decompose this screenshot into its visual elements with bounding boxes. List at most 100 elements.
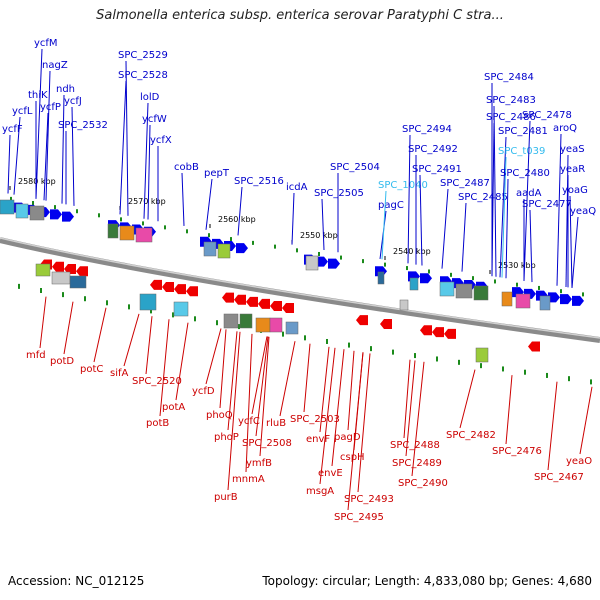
gene-leader-line: [419, 174, 423, 266]
tick-mark: [216, 320, 218, 326]
gene-label-spc-2503: SPC_2503: [290, 414, 340, 425]
genome-backbone-highlight: [0, 237, 600, 339]
gene-leader-line: [407, 134, 411, 264]
tick-mark: [238, 324, 240, 330]
gene-label-spc-2486: SPC_2486: [486, 112, 536, 123]
tick-mark: [142, 221, 144, 226]
gene-label-spc-2504: SPC_2504: [330, 162, 380, 173]
reverse-gene-arrow: [444, 328, 456, 339]
tick-mark: [282, 331, 284, 337]
tick-mark: [480, 363, 482, 369]
gene-label-spc-2477: SPC_2477: [522, 199, 572, 210]
ruler-label: 2560 kbp: [218, 215, 256, 224]
gene-leader-line: [347, 352, 364, 511]
tick-mark: [428, 269, 430, 274]
tick-mark: [106, 300, 108, 306]
gene-leader-line: [461, 202, 467, 272]
tick-mark: [98, 213, 100, 218]
tick-mark: [406, 266, 408, 271]
tick-mark: [502, 366, 504, 372]
gene-label-ycfw: ycfW: [142, 114, 167, 125]
gene-leader-line: [147, 124, 151, 220]
annotation-box: [269, 317, 283, 333]
gene-label-envf: envF: [306, 434, 330, 445]
gene-leader-line: [291, 192, 295, 245]
gene-leader-line: [411, 361, 425, 477]
gene-label-potc: potC: [80, 364, 103, 375]
gene-label-thik: thiK: [28, 90, 48, 101]
gene-leader-line: [255, 336, 269, 437]
gene-leader-line: [43, 112, 49, 201]
gene-label-spc-2492: SPC_2492: [408, 144, 458, 155]
tick-mark: [186, 229, 188, 234]
annotation-box: [539, 295, 551, 311]
gene-leader-line: [303, 343, 311, 413]
forward-gene-arrow: [316, 256, 328, 267]
gene-label-yeaq: yeaQ: [570, 206, 596, 217]
annotation-box: [475, 347, 489, 363]
tick-mark: [340, 255, 342, 260]
gene-label-pagd: pagD: [334, 432, 361, 443]
tick-mark: [362, 259, 364, 264]
gene-label-icda: icdA: [286, 182, 308, 193]
gene-label-ymfb: ymfB: [246, 458, 272, 469]
gene-leader-line: [459, 369, 476, 429]
gene-leader-line: [279, 341, 296, 417]
gene-leader-line: [405, 360, 416, 457]
gene-label-spc-2520: SPC_2520: [132, 376, 182, 387]
gene-leader-line: [63, 301, 74, 355]
gene-leader-line: [125, 60, 129, 216]
gene-label-ycfl: ycfL: [12, 106, 33, 117]
gene-label-sifa: sifA: [110, 368, 129, 379]
gene-label-spc-2490: SPC_2490: [398, 478, 448, 489]
reverse-gene-arrow: [186, 286, 198, 297]
tick-mark: [348, 342, 350, 348]
reverse-gene-arrow: [150, 279, 162, 290]
tick-mark: [318, 251, 320, 256]
annotation-box: [0, 199, 15, 215]
gene-label-spc-2484: SPC_2484: [484, 72, 534, 83]
tick-mark: [18, 283, 20, 289]
gene-label-spc-2482: SPC_2482: [446, 430, 496, 441]
gene-label-spc-2483: SPC_2483: [486, 95, 536, 106]
reverse-gene-arrow: [222, 292, 234, 303]
tick-mark: [304, 335, 306, 341]
gene-label-spc-2494: SPC_2494: [402, 124, 452, 135]
gene-label-yeao: yeaO: [566, 456, 592, 467]
gene-label-nagz: nagZ: [42, 60, 68, 71]
gene-leader-line: [123, 313, 140, 367]
reverse-gene-arrow: [432, 327, 444, 338]
gene-leader-line: [357, 353, 371, 493]
gene-label-spc-2493: SPC_2493: [344, 494, 394, 505]
gene-label-ndh: ndh: [56, 84, 75, 95]
annotation-box: [285, 321, 299, 335]
annotation-box: [173, 301, 189, 317]
gene-label-ycfc: ycfC: [238, 416, 260, 427]
gene-leader-line: [347, 350, 355, 431]
gene-label-yoag: yoaG: [562, 185, 588, 196]
annotation-box: [305, 255, 319, 271]
gene-label-ycfp: ycfP: [40, 102, 61, 113]
annotation-box: [69, 275, 87, 289]
gene-label-ycfj: ycfJ: [64, 96, 82, 107]
annotation-box: [473, 285, 489, 301]
gene-label-spc-2467: SPC_2467: [534, 472, 584, 483]
gene-label-csph: cspH: [340, 452, 365, 463]
tick-mark: [546, 372, 548, 378]
tick-mark: [494, 279, 496, 284]
gene-label-spc-2516: SPC_2516: [234, 176, 284, 187]
ruler-label: 2570 kbp: [128, 197, 166, 206]
tick-mark: [326, 338, 328, 344]
tick-mark: [296, 248, 298, 253]
gene-leader-line: [321, 198, 325, 250]
gene-label-phoq: phoQ: [206, 410, 233, 421]
tick-mark: [516, 282, 518, 287]
tick-mark: [32, 201, 34, 206]
annotation-box: [439, 281, 455, 297]
reverse-gene-arrow: [64, 263, 76, 274]
forward-gene-arrow: [548, 292, 560, 303]
